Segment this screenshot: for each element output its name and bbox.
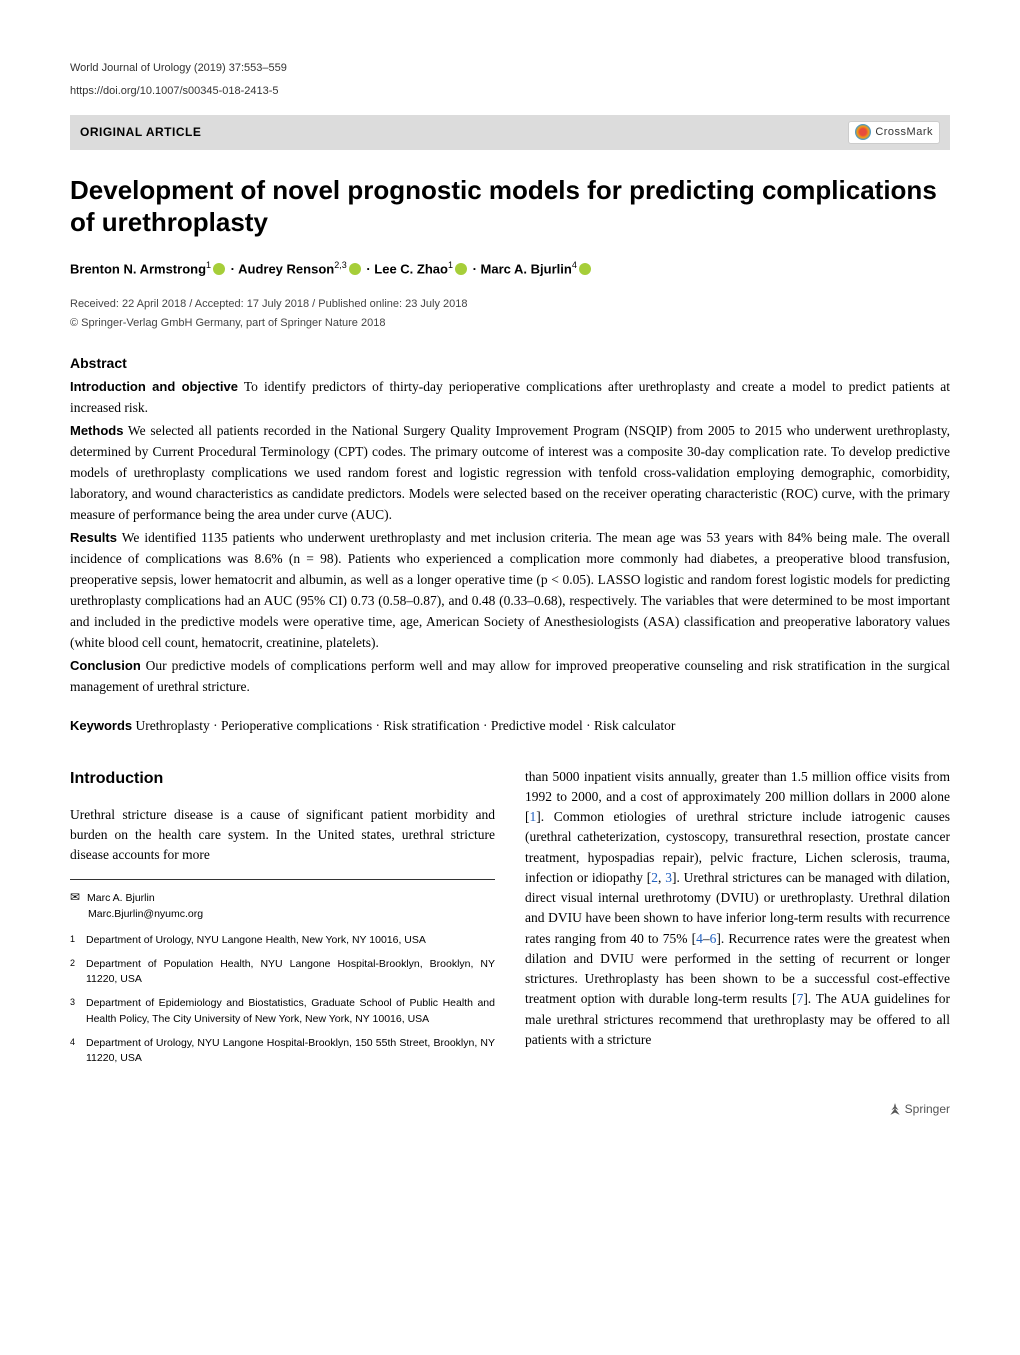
abstract-methods-label: Methods bbox=[70, 423, 123, 438]
author-name: Brenton N. Armstrong bbox=[70, 261, 206, 276]
affil-num: 4 bbox=[70, 1036, 86, 1068]
journal-citation: World Journal of Urology (2019) 37:553–5… bbox=[70, 60, 287, 77]
abstract-methods-text: We selected all patients recorded in the… bbox=[70, 423, 950, 522]
orcid-icon[interactable] bbox=[213, 263, 225, 275]
intro-paragraph-2: than 5000 inpatient visits annually, gre… bbox=[525, 767, 950, 1051]
affil-num: 3 bbox=[70, 996, 86, 1028]
intro-text: – bbox=[703, 931, 710, 946]
abstract-conclusion: Conclusion Our predictive models of comp… bbox=[70, 656, 950, 698]
author-affil-sup: 4 bbox=[572, 260, 577, 270]
abstract-block: Introduction and objective To identify p… bbox=[70, 377, 950, 698]
affil-text: Department of Epidemiology and Biostatis… bbox=[86, 996, 495, 1028]
envelope-icon: ✉ bbox=[70, 890, 80, 904]
affiliation-item: 1 Department of Urology, NYU Langone Hea… bbox=[70, 933, 495, 949]
ref-link[interactable]: 2 bbox=[651, 870, 658, 885]
crossmark-badge[interactable]: CrossMark bbox=[848, 121, 940, 144]
header-top: World Journal of Urology (2019) 37:553–5… bbox=[70, 60, 950, 77]
keywords-line: Keywords Urethroplasty · Perioperative c… bbox=[70, 716, 950, 736]
affil-num: 1 bbox=[70, 933, 86, 949]
author-name: Audrey Renson bbox=[238, 261, 334, 276]
affil-num: 2 bbox=[70, 957, 86, 989]
copyright: © Springer-Verlag GmbH Germany, part of … bbox=[70, 315, 950, 332]
affiliation-item: 4 Department of Urology, NYU Langone Hos… bbox=[70, 1036, 495, 1068]
intro-paragraph-1: Urethral stricture disease is a cause of… bbox=[70, 805, 495, 866]
ref-link[interactable]: 3 bbox=[665, 870, 672, 885]
author-affil-sup: 1 bbox=[206, 260, 211, 270]
abstract-heading: Abstract bbox=[70, 353, 950, 374]
ref-link[interactable]: 4 bbox=[696, 931, 703, 946]
orcid-icon[interactable] bbox=[349, 263, 361, 275]
author-sep: · bbox=[363, 261, 375, 276]
author-info-block: ✉ Marc A. Bjurlin Marc.Bjurlin@nyumc.org… bbox=[70, 879, 495, 1067]
category-bar: ORIGINAL ARTICLE CrossMark bbox=[70, 115, 950, 150]
dates-received: Received: 22 April 2018 / Accepted: 17 J… bbox=[70, 296, 950, 313]
corresponding-author: ✉ Marc A. Bjurlin Marc.Bjurlin@nyumc.org bbox=[70, 888, 495, 923]
body-columns: Introduction Urethral stricture disease … bbox=[70, 767, 950, 1070]
author-affil-sup: 2,3 bbox=[334, 260, 347, 270]
abstract-results: Results We identified 1135 patients who … bbox=[70, 528, 950, 654]
affiliation-item: 3 Department of Epidemiology and Biostat… bbox=[70, 996, 495, 1028]
article-category: ORIGINAL ARTICLE bbox=[80, 123, 201, 141]
keywords-text: Urethroplasty · Perioperative complicati… bbox=[132, 718, 675, 733]
orcid-icon[interactable] bbox=[579, 263, 591, 275]
keywords-label: Keywords bbox=[70, 718, 132, 733]
affiliation-item: 2 Department of Population Health, NYU L… bbox=[70, 957, 495, 989]
abstract-results-text: We identified 1135 patients who underwen… bbox=[70, 530, 950, 650]
author-sep: · bbox=[227, 261, 238, 276]
abstract-intro-label: Introduction and objective bbox=[70, 379, 238, 394]
article-title: Development of novel prognostic models f… bbox=[70, 174, 950, 239]
affil-text: Department of Population Health, NYU Lan… bbox=[86, 957, 495, 989]
author-name: Marc A. Bjurlin bbox=[481, 261, 572, 276]
corresp-name: Marc A. Bjurlin bbox=[87, 892, 155, 904]
doi-link[interactable]: https://doi.org/10.1007/s00345-018-2413-… bbox=[70, 83, 950, 100]
abstract-results-label: Results bbox=[70, 530, 117, 545]
crossmark-label: CrossMark bbox=[875, 124, 933, 141]
publisher-name: Springer bbox=[905, 1102, 950, 1116]
abstract-conclusion-text: Our predictive models of complications p… bbox=[70, 658, 950, 694]
corresp-email[interactable]: Marc.Bjurlin@nyumc.org bbox=[88, 908, 203, 920]
springer-icon bbox=[888, 1102, 902, 1116]
author-affil-sup: 1 bbox=[448, 260, 453, 270]
author-name: Lee C. Zhao bbox=[374, 261, 448, 276]
affil-text: Department of Urology, NYU Langone Hospi… bbox=[86, 1036, 495, 1068]
author-sep: · bbox=[469, 261, 481, 276]
introduction-heading: Introduction bbox=[70, 767, 495, 791]
crossmark-icon bbox=[855, 124, 871, 140]
affil-text: Department of Urology, NYU Langone Healt… bbox=[86, 933, 495, 949]
page-footer: Springer bbox=[70, 1100, 950, 1118]
abstract-methods: Methods We selected all patients recorde… bbox=[70, 421, 950, 526]
orcid-icon[interactable] bbox=[455, 263, 467, 275]
abstract-conclusion-label: Conclusion bbox=[70, 658, 141, 673]
abstract-intro: Introduction and objective To identify p… bbox=[70, 377, 950, 419]
authors-line: Brenton N. Armstrong1 · Audrey Renson2,3… bbox=[70, 259, 950, 279]
